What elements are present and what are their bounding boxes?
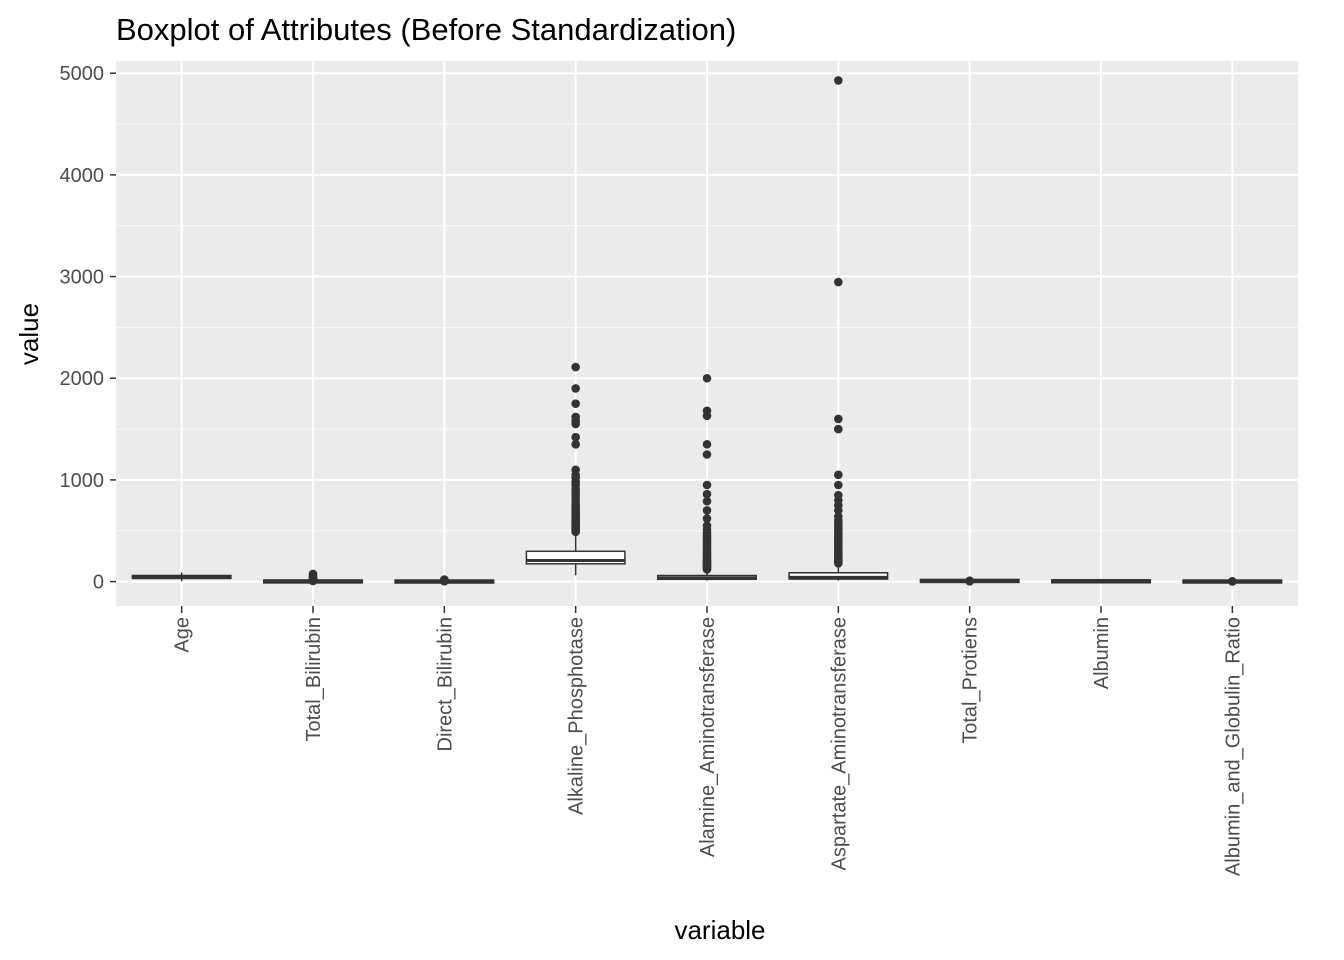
box-Aspartate_Aminotransferase [788, 76, 889, 581]
y-tick-label: 0 [93, 572, 104, 594]
outlier-point [571, 412, 580, 422]
outlier-point [571, 384, 580, 393]
x-tick-label: Albumin_and_Globulin_Ratio [1222, 617, 1244, 876]
outlier-point [702, 506, 712, 515]
x-tick-label: Total_Bilirubin [303, 617, 325, 742]
box-Alamine_Aminotransferase [657, 373, 757, 581]
outlier-point [965, 576, 974, 585]
outlier-point [702, 406, 712, 416]
x-tick-label: Alamine_Aminotransferase [697, 617, 719, 857]
outlier-point [702, 521, 712, 530]
outlier-point [834, 76, 843, 85]
outlier-point [702, 450, 712, 459]
outlier-point [308, 569, 318, 579]
outlier-point [834, 277, 843, 287]
outlier-point [834, 480, 843, 490]
boxes-layer [131, 76, 1283, 586]
outlier-point [1228, 577, 1237, 586]
box-Alkaline_Phosphotase [525, 362, 626, 576]
y-tick-label: 5000 [60, 63, 105, 85]
outlier-point [702, 480, 712, 490]
x-axis-title: variable [674, 915, 765, 945]
y-tick-label: 4000 [60, 165, 105, 187]
outlier-point [702, 514, 712, 523]
box-Total_Bilirubin [263, 569, 363, 586]
x-axis: Age Total_Bilirubin Direct_Bilirubin Alkali… [172, 606, 1244, 876]
box-Total_Protiens [919, 576, 1020, 586]
y-tick-label: 1000 [60, 470, 105, 492]
outlier-point [571, 432, 580, 442]
outlier-point [702, 440, 712, 449]
y-axis: 0 1000 2000 3000 4000 5000 [60, 63, 116, 594]
y-tick-label: 3000 [60, 267, 105, 289]
outlier-point [571, 399, 580, 408]
outlier-point [571, 362, 580, 372]
y-axis-title: value [14, 303, 44, 365]
outlier-point [702, 489, 712, 499]
outlier-point [702, 496, 712, 506]
x-tick-label: Total_Protiens [960, 617, 982, 744]
outlier-point [834, 424, 843, 434]
x-tick-label: Alkaline_Phosphotase [566, 617, 588, 815]
x-tick-label: Aspartate_Aminotransferase [828, 617, 850, 870]
outlier-point [834, 512, 843, 521]
x-tick-label: Direct_Bilirubin [434, 617, 456, 752]
box-Direct_Bilirubin [394, 575, 495, 586]
outlier-point [571, 465, 580, 475]
outlier-point [834, 470, 843, 480]
x-tick-label: Albumin [1091, 617, 1113, 689]
outlier-point [834, 490, 843, 500]
box-Age [131, 572, 232, 582]
box-Albumin_and_Globulin_Ratio [1182, 577, 1283, 586]
outlier-point [834, 414, 843, 424]
grid-layer [116, 61, 1298, 606]
box-Albumin [1051, 579, 1151, 584]
outlier-point [571, 440, 580, 449]
outlier-point [702, 373, 712, 383]
x-tick-label: Age [172, 617, 194, 653]
chart-title: Boxplot of Attributes (Before Standardiz… [116, 12, 736, 47]
outlier-point [440, 575, 449, 584]
y-tick-label: 2000 [60, 368, 105, 390]
